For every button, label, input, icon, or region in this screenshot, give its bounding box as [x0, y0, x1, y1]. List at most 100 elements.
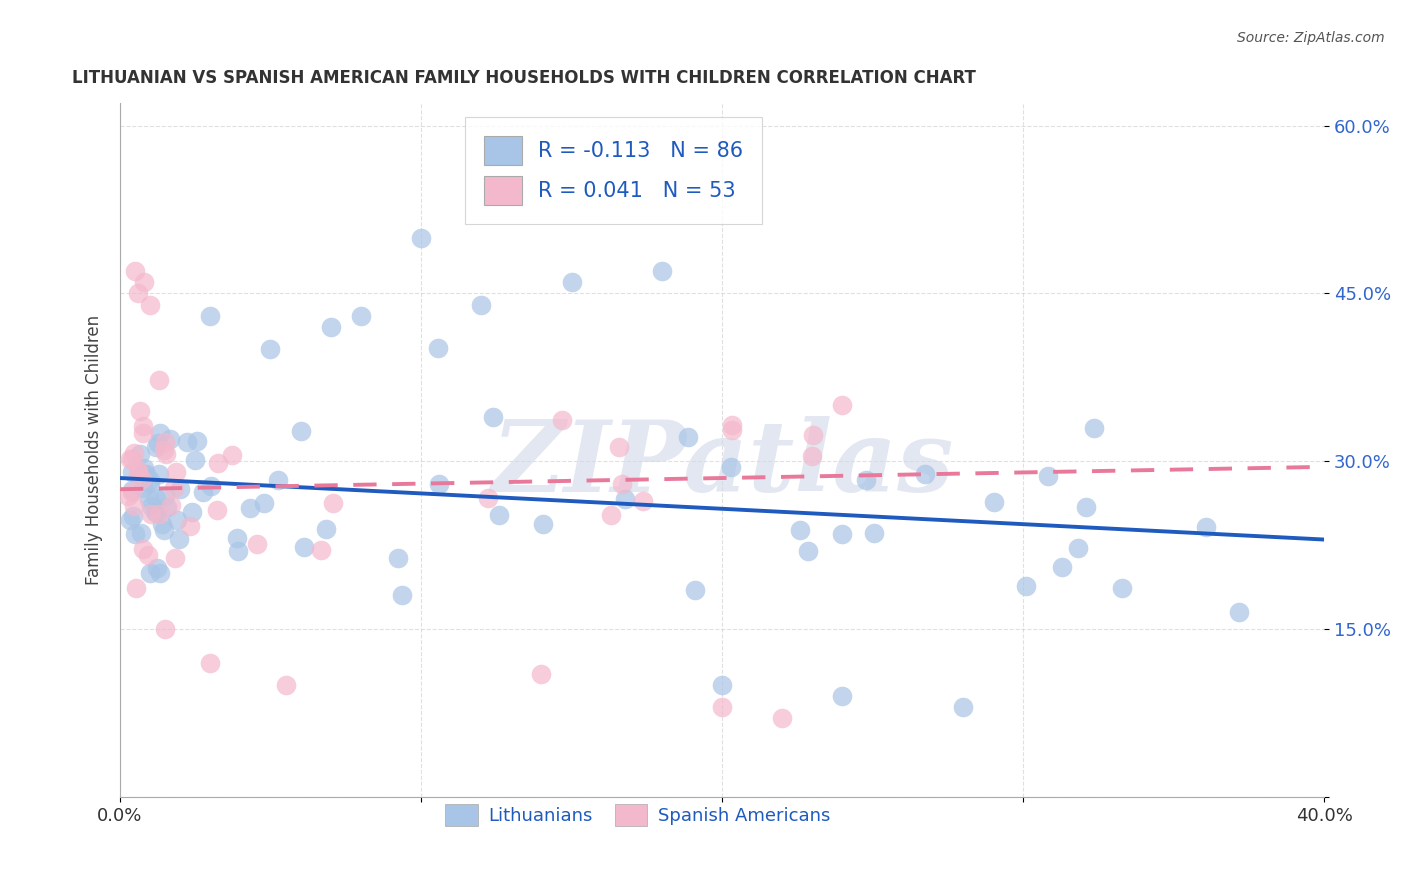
Point: [801, 449, 824, 463]
Point: [409, 230, 432, 244]
Point: [121, 483, 143, 497]
Point: [551, 412, 574, 426]
Point: [350, 309, 373, 323]
Point: [143, 505, 166, 519]
Point: [1195, 519, 1218, 533]
Point: [139, 500, 162, 514]
Point: [914, 467, 936, 481]
Point: [221, 448, 243, 462]
Point: [560, 275, 582, 289]
Point: [153, 622, 176, 636]
Point: [1083, 420, 1105, 434]
Point: [609, 440, 631, 454]
Point: [531, 516, 554, 531]
Point: [831, 689, 853, 703]
Point: [631, 494, 654, 508]
Point: [319, 320, 342, 334]
Point: [138, 475, 160, 490]
Point: [132, 275, 155, 289]
Point: [129, 525, 152, 540]
Point: [1076, 500, 1098, 514]
Point: [131, 472, 153, 486]
Point: [831, 398, 853, 412]
Point: [770, 711, 793, 725]
Point: [128, 403, 150, 417]
Point: [427, 342, 450, 356]
Point: [1067, 541, 1090, 556]
Point: [139, 298, 162, 312]
Text: Source: ZipAtlas.com: Source: ZipAtlas.com: [1237, 31, 1385, 45]
Point: [1050, 560, 1073, 574]
Point: [149, 566, 172, 580]
Point: [135, 467, 157, 482]
Point: [117, 489, 139, 503]
Point: [120, 513, 142, 527]
Point: [131, 542, 153, 557]
Point: [470, 298, 492, 312]
Point: [226, 531, 249, 545]
Point: [145, 506, 167, 520]
Point: [156, 500, 179, 515]
Point: [132, 481, 155, 495]
Point: [169, 482, 191, 496]
Point: [789, 523, 811, 537]
Point: [711, 678, 734, 692]
Point: [200, 479, 222, 493]
Point: [127, 466, 149, 480]
Point: [797, 544, 820, 558]
Point: [121, 484, 143, 499]
Point: [292, 540, 315, 554]
Point: [148, 508, 170, 522]
Point: [122, 499, 145, 513]
Point: [132, 425, 155, 440]
Point: [676, 430, 699, 444]
Text: LITHUANIAN VS SPANISH AMERICAN FAMILY HOUSEHOLDS WITH CHILDREN CORRELATION CHART: LITHUANIAN VS SPANISH AMERICAN FAMILY HO…: [72, 69, 976, 87]
Point: [148, 467, 170, 481]
Point: [186, 434, 208, 448]
Point: [1227, 605, 1250, 619]
Point: [387, 550, 409, 565]
Point: [145, 440, 167, 454]
Point: [146, 560, 169, 574]
Point: [148, 373, 170, 387]
Point: [153, 442, 176, 457]
Legend: Lithuanians, Spanish Americans: Lithuanians, Spanish Americans: [439, 797, 838, 833]
Point: [711, 700, 734, 714]
Point: [530, 666, 553, 681]
Text: ZIPatlas: ZIPatlas: [491, 416, 953, 512]
Point: [124, 582, 146, 596]
Point: [200, 309, 222, 323]
Point: [200, 656, 222, 670]
Point: [180, 505, 202, 519]
Point: [124, 526, 146, 541]
Point: [685, 582, 707, 597]
Point: [165, 465, 187, 479]
Point: [983, 495, 1005, 509]
Point: [191, 485, 214, 500]
Point: [259, 343, 281, 357]
Point: [121, 465, 143, 479]
Point: [124, 264, 146, 278]
Point: [148, 436, 170, 450]
Point: [952, 700, 974, 714]
Point: [124, 446, 146, 460]
Point: [239, 501, 262, 516]
Point: [246, 537, 269, 551]
Point: [152, 516, 174, 531]
Point: [614, 491, 637, 506]
Point: [831, 527, 853, 541]
Point: [167, 532, 190, 546]
Point: [139, 566, 162, 580]
Point: [477, 491, 499, 506]
Point: [136, 548, 159, 562]
Point: [153, 489, 176, 503]
Point: [488, 508, 510, 523]
Point: [149, 425, 172, 440]
Point: [315, 522, 337, 536]
Point: [720, 417, 742, 432]
Point: [600, 508, 623, 522]
Point: [309, 543, 332, 558]
Point: [610, 476, 633, 491]
Point: [721, 423, 744, 437]
Point: [482, 410, 505, 425]
